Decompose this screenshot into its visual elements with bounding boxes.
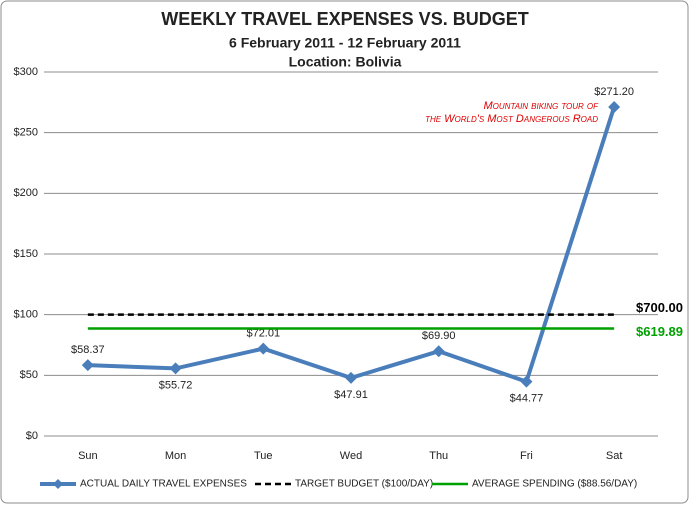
total-label: $700.00	[636, 300, 683, 315]
data-label: $72.01	[246, 328, 280, 340]
total-label: $619.89	[636, 324, 683, 339]
x-tick-label: Thu	[429, 450, 448, 462]
y-tick-label: $100	[14, 309, 38, 321]
y-tick-label: $50	[20, 369, 38, 381]
point-marker	[169, 362, 182, 375]
y-tick-label: $0	[26, 430, 38, 442]
chart-location: Location: Bolivia	[289, 54, 402, 70]
data-label: $55.72	[159, 379, 193, 391]
legend-label: ACTUAL DAILY TRAVEL EXPENSES	[80, 479, 247, 490]
legend-marker	[53, 479, 63, 489]
data-label: $47.91	[334, 389, 368, 401]
point-marker	[608, 100, 621, 113]
point-marker	[81, 359, 94, 372]
x-tick-label: Fri	[520, 450, 533, 462]
point-marker	[345, 371, 357, 384]
annotation: Mountain biking tour of	[484, 100, 600, 112]
data-label: $44.77	[510, 393, 544, 405]
annotation: the World's Most Dangerous Road	[425, 113, 598, 125]
x-tick-label: Tue	[254, 450, 273, 462]
data-label: $69.90	[422, 330, 456, 342]
chart-title: WEEKLY TRAVEL EXPENSES VS. BUDGET	[161, 9, 528, 29]
legend-label: TARGET BUDGET ($100/DAY)	[295, 479, 433, 490]
x-tick-label: Sat	[606, 450, 623, 462]
data-label: $271.20	[594, 86, 634, 98]
x-tick-label: Wed	[340, 450, 362, 462]
point-marker	[520, 375, 533, 388]
y-tick-label: $150	[14, 248, 38, 260]
point-marker	[257, 342, 270, 355]
legend-label: AVERAGE SPENDING ($88.56/DAY)	[472, 479, 637, 490]
x-tick-label: Sun	[78, 450, 98, 462]
x-tick-label: Mon	[165, 450, 186, 462]
data-label: $58.37	[71, 344, 105, 356]
chart-subtitle: 6 February 2011 - 12 February 2011	[229, 35, 461, 51]
y-tick-label: $250	[14, 127, 38, 139]
point-marker	[432, 345, 445, 358]
y-tick-label: $200	[14, 187, 38, 199]
y-tick-label: $300	[14, 66, 38, 78]
